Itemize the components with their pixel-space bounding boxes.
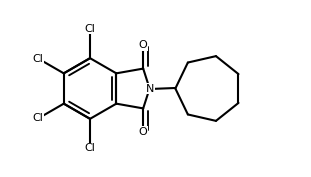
Text: Cl: Cl	[33, 53, 44, 64]
Text: Cl: Cl	[85, 144, 95, 153]
Text: Cl: Cl	[85, 24, 95, 33]
Text: N: N	[146, 84, 154, 93]
Text: Cl: Cl	[33, 113, 44, 124]
Text: O: O	[139, 40, 148, 50]
Text: O: O	[139, 127, 148, 137]
